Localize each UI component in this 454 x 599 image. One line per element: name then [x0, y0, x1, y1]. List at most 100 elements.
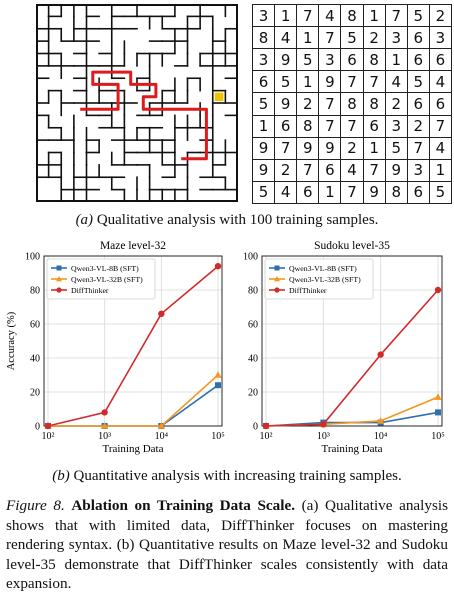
chart-title: Sudoku level-35	[314, 240, 390, 252]
maze-image	[35, 3, 239, 203]
data-point	[434, 393, 442, 400]
sudoku-cell: 2	[274, 158, 298, 182]
chart-maze: 0 20 40 60 80 100 10² 10³ 10⁴ 10⁵ Maze level-32 Tra…	[6, 240, 225, 455]
sudoku-cell: 9	[274, 48, 298, 72]
sudoku-cell: 1	[274, 3, 298, 28]
sudoku-cell: 2	[296, 92, 320, 116]
x-tick-label: 10²	[260, 431, 273, 442]
legend-label: Qwen3-VL-8B (SFT)	[71, 264, 139, 273]
sudoku-cell: 7	[340, 114, 364, 138]
chart-title: Maze level-32	[100, 240, 166, 252]
sudoku-cell: 4	[274, 26, 298, 50]
y-tick-label: 60	[248, 320, 258, 331]
legend-label: Qwen3-VL-32B (SFT)	[289, 275, 361, 284]
legend-marker	[274, 265, 280, 271]
x-tick-label: 10⁵	[211, 431, 225, 442]
sudoku-cell: 8	[340, 92, 364, 116]
figure-caption-title: Ablation on Training Data Scale.	[71, 497, 295, 514]
y-tick-label: 0	[253, 422, 258, 433]
sudoku-cell: 9	[274, 92, 298, 116]
chart-legend: Qwen3-VL-8B (SFT) Qwen3-VL-32B (SFT) DiffT…	[46, 258, 156, 300]
caption-a-label: (a)	[75, 212, 94, 228]
charts-panel: 0 20 40 60 80 100 10² 10³ 10⁴ 10⁵ Maze level-32 Tra…	[6, 240, 445, 455]
sudoku-cell: 8	[296, 114, 320, 138]
sudoku-cell: 3	[251, 3, 276, 28]
series-line	[47, 265, 219, 427]
sudoku-cell: 4	[340, 158, 364, 182]
sudoku-cell: 6	[406, 26, 430, 50]
data-point	[214, 371, 222, 378]
chart-sudoku: 0 20 40 60 80 100 10² 10³ 10⁴ 10⁵ Sudoku level-35 T…	[243, 240, 445, 455]
sudoku-cell: 9	[362, 180, 386, 205]
data-point	[214, 263, 222, 270]
sudoku-cell: 4	[318, 3, 342, 28]
series-square	[45, 382, 221, 429]
sudoku-cell: 9	[384, 158, 408, 182]
sudoku-cell: 3	[384, 26, 408, 50]
sudoku-cell: 5	[406, 3, 430, 28]
sudoku-cell: 7	[362, 158, 386, 182]
x-tick-label: 10⁴	[374, 431, 388, 442]
sudoku-cell: 1	[251, 114, 276, 138]
sudoku-cell: 3	[384, 114, 408, 138]
sudoku-cell: 6	[296, 180, 320, 205]
sudoku-cell: 4	[428, 70, 453, 94]
x-tick-label: 10³	[98, 431, 111, 442]
sudoku-cell: 2	[384, 92, 408, 116]
legend-label: Qwen3-VL-8B (SFT)	[289, 264, 357, 273]
data-point	[157, 422, 165, 429]
sudoku-cell: 5	[251, 180, 276, 205]
data-point	[101, 422, 109, 429]
y-tick-label: 100	[243, 252, 258, 263]
x-tick-label: 10³	[317, 431, 330, 442]
sudoku-cell: 1	[428, 158, 453, 182]
maze-walls	[35, 3, 239, 203]
data-point	[101, 409, 108, 416]
sudoku-cell: 5	[428, 180, 453, 205]
sudoku-cell: 4	[274, 180, 298, 205]
maze-drawing	[35, 3, 239, 203]
sudoku-cell: 3	[406, 158, 430, 182]
sudoku-cell: 8	[340, 3, 364, 28]
data-point	[320, 421, 327, 428]
x-axis-label: Training Data	[102, 443, 163, 455]
sudoku-cell: 5	[384, 136, 408, 160]
sudoku-cell: 3	[428, 26, 453, 50]
sudoku-cell: 6	[318, 158, 342, 182]
sudoku-cell: 7	[296, 3, 320, 28]
plot-frame	[261, 255, 443, 427]
x-axis-label: Training Data	[321, 443, 382, 455]
series-triangle	[262, 393, 442, 429]
legend-box	[46, 258, 156, 300]
sudoku-cell: 9	[318, 70, 342, 94]
sudoku-cell: 9	[251, 136, 276, 160]
sudoku-cell: 1	[384, 48, 408, 72]
sudoku-cell: 7	[384, 3, 408, 28]
legend-marker	[56, 265, 62, 271]
sudoku-cell: 7	[318, 26, 342, 50]
sudoku-cell: 6	[428, 48, 453, 72]
sudoku-cell: 5	[296, 48, 320, 72]
legend-marker	[274, 276, 280, 282]
sudoku-cell: 7	[362, 70, 386, 94]
sudoku-cell: 3	[318, 48, 342, 72]
series-line	[265, 396, 439, 427]
x-tick-label: 10⁴	[155, 431, 169, 442]
caption-a-text: Qualitative analysis with 100 training s…	[96, 212, 379, 228]
sudoku-cell: 2	[428, 3, 453, 28]
sudoku-cell: 6	[406, 180, 430, 205]
legend-marker	[56, 287, 62, 293]
x-tick-label: 10²	[42, 431, 55, 442]
y-tick-label: 0	[35, 422, 40, 433]
sudoku-cell: 7	[340, 180, 364, 205]
legend-marker	[274, 287, 280, 293]
data-point	[44, 422, 52, 430]
sudoku-cell: 5	[251, 92, 276, 116]
